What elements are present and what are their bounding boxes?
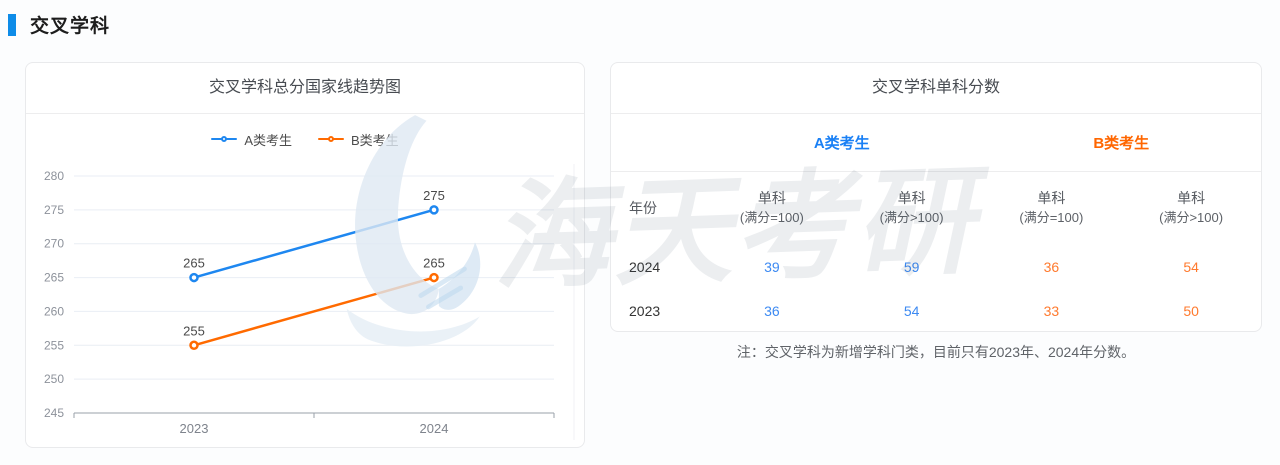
score-cell: 54 — [903, 303, 920, 319]
score-cell: 50 — [1183, 303, 1199, 319]
score-cell: 33 — [1043, 303, 1060, 319]
trend-chart-panel: 交叉学科总分国家线趋势图 A类考生 B类考生 245 250 255 260 265 27… — [25, 62, 585, 448]
accent-bar-icon — [8, 13, 16, 36]
svg-text:265: 265 — [423, 256, 445, 271]
score-table-panel: 交叉学科单科分数 A类考生 B类考生 年份 单科 (满分=100) 单科 (满分… — [610, 62, 1262, 332]
group-header-a: A类考生 — [813, 135, 870, 152]
column-header-b-gt100: 单科 (满分>100) — [1159, 190, 1224, 225]
svg-text:265: 265 — [183, 256, 205, 271]
svg-text:2024: 2024 — [420, 421, 449, 436]
svg-text:260: 260 — [44, 304, 64, 318]
column-header-b100: 单科 (满分=100) — [1019, 190, 1084, 225]
chart-legend: A类考生 B类考生 — [26, 132, 584, 148]
svg-text:275: 275 — [44, 203, 64, 217]
line-series-marker-icon — [211, 136, 238, 142]
section-title: 交叉学科 — [30, 16, 111, 37]
table-row: 2023 36 54 33 50 — [611, 289, 1261, 333]
svg-text:280: 280 — [44, 169, 64, 183]
table-row: 2024 39 59 36 54 — [611, 244, 1261, 289]
group-header-b: B类考生 — [1093, 135, 1150, 152]
trend-line-chart: 245 250 255 260 265 270 275 280 2023 2024 265 275 25… — [44, 164, 575, 440]
score-cell: 54 — [1183, 258, 1199, 275]
score-cell: 59 — [903, 258, 920, 275]
legend-item-b[interactable]: B类考生 — [318, 132, 399, 148]
panel-divider — [611, 113, 1261, 114]
score-cell: 39 — [764, 258, 780, 275]
svg-text:255: 255 — [44, 338, 64, 352]
svg-text:265: 265 — [44, 271, 64, 285]
column-header-a100: 单科 (满分=100) — [739, 190, 804, 225]
score-cell: 36 — [764, 303, 780, 319]
line-series-marker-icon — [318, 136, 344, 142]
legend-label-b: B类考生 — [351, 132, 399, 148]
svg-text:270: 270 — [44, 237, 64, 251]
panel-divider — [611, 171, 1261, 172]
table-note: 注：交叉学科为新增学科门类，目前只有2023年、2024年分数。 — [736, 344, 1136, 360]
legend-item-a[interactable]: A类考生 — [211, 132, 292, 148]
svg-text:245: 245 — [44, 406, 64, 420]
table-group-header-row: A类考生 B类考生 — [611, 114, 1261, 171]
svg-text:275: 275 — [423, 188, 445, 203]
trend-chart-title: 交叉学科总分国家线趋势图 — [208, 79, 401, 96]
svg-text:250: 250 — [44, 372, 64, 386]
section-header: 交叉学科 — [8, 11, 110, 38]
svg-text:2023: 2023 — [180, 421, 209, 436]
score-cell: 36 — [1043, 258, 1060, 275]
year-cell: 2024 — [629, 258, 661, 275]
legend-label-a: A类考生 — [244, 132, 292, 148]
column-header-year: 年份 — [629, 199, 657, 216]
table-column-header-row: 年份 单科 (满分=100) 单科 (满分>100) 单科 (满分=100) 单… — [611, 172, 1261, 244]
svg-text:255: 255 — [183, 323, 205, 338]
panel-divider — [26, 113, 584, 114]
score-table-title: 交叉学科单科分数 — [871, 79, 1000, 96]
year-cell: 2023 — [629, 303, 661, 319]
column-header-a-gt100: 单科 (满分>100) — [879, 190, 944, 225]
